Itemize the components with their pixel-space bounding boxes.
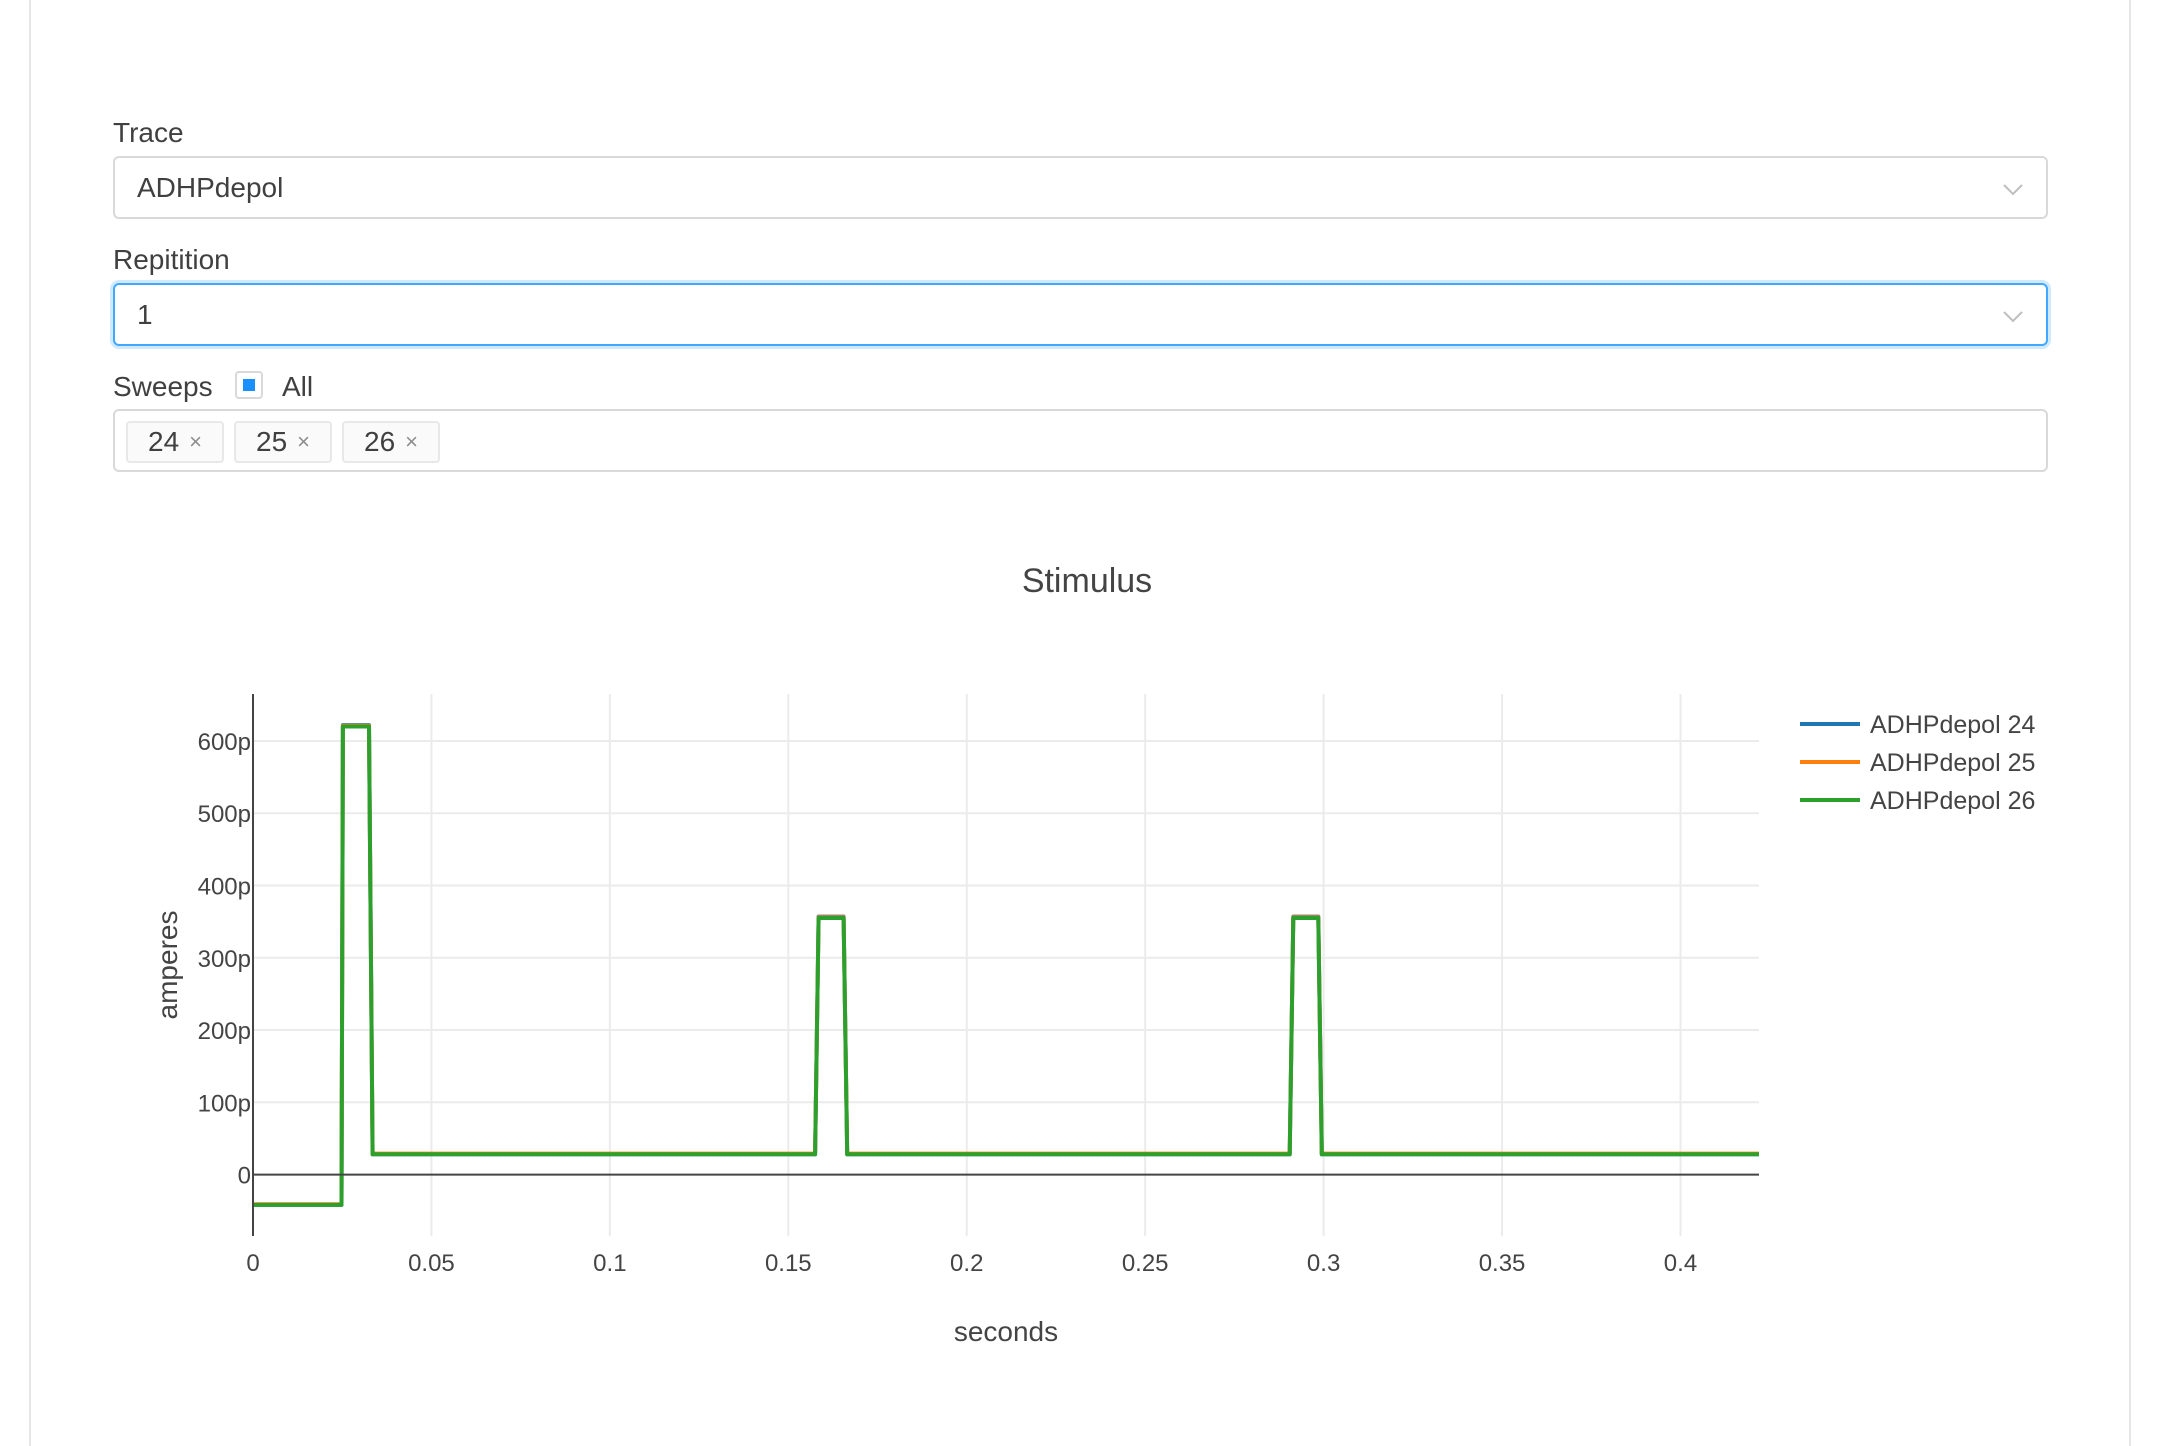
y-tick-label: 400p [198, 874, 251, 901]
y-tick-label: 300p [198, 946, 251, 973]
sweeps-label: Sweeps [113, 371, 213, 402]
y-axis-title: amperes [152, 911, 183, 1020]
checkbox-check-indicator [243, 379, 255, 391]
chart-title: Stimulus [1022, 562, 1152, 600]
close-icon[interactable]: × [405, 429, 419, 454]
sweep-tag: 24 × [126, 421, 224, 463]
x-axis-title: seconds [954, 1316, 1058, 1347]
chevron-down-icon [2003, 311, 2023, 323]
x-tick-label: 0.4 [1664, 1250, 1697, 1277]
y-tick-label: 500p [198, 801, 251, 828]
legend-label[interactable]: ADHPdepol 25 [1870, 749, 2035, 777]
sweep-tag: 25 × [234, 421, 332, 463]
x-tick-label: 0.2 [950, 1250, 983, 1277]
sweep-tag: 26 × [342, 421, 440, 463]
series-line [253, 724, 1759, 1207]
sweep-tag-label: 25 [256, 426, 288, 457]
x-tick-label: 0.15 [765, 1250, 812, 1277]
close-icon[interactable]: × [297, 429, 311, 454]
close-icon[interactable]: × [189, 429, 203, 454]
series-line [253, 723, 1759, 1207]
repetition-select-value: 1 [137, 299, 153, 330]
y-tick-label: 0 [238, 1163, 251, 1190]
sweeps-all-checkbox[interactable] [235, 371, 263, 399]
sweeps-all-label: All [282, 371, 314, 402]
x-tick-label: 0.05 [408, 1250, 455, 1277]
x-tick-label: 0.1 [593, 1250, 626, 1277]
x-tick-label: 0 [246, 1250, 259, 1277]
sweeps-multiselect[interactable]: 24 × 25 × 26 × [113, 409, 2048, 472]
x-tick-label: 0.25 [1122, 1250, 1169, 1277]
sweep-tag-label: 26 [364, 426, 396, 457]
x-tick-label: 0.35 [1479, 1250, 1526, 1277]
content-card [29, 0, 2131, 1446]
repetition-select[interactable]: 1 [113, 283, 2048, 346]
chevron-down-icon [2003, 184, 2023, 196]
x-tick-label: 0.3 [1307, 1250, 1340, 1277]
series-line [253, 723, 1759, 1207]
y-tick-label: 100p [198, 1090, 251, 1117]
legend-label[interactable]: ADHPdepol 26 [1870, 787, 2035, 815]
legend-label[interactable]: ADHPdepol 24 [1870, 711, 2035, 739]
y-tick-label: 200p [198, 1018, 251, 1045]
y-tick-label: 600p [198, 729, 251, 756]
repetition-label: Repitition [113, 244, 230, 275]
trace-select-value: ADHPdepol [137, 172, 284, 203]
trace-label: Trace [113, 117, 184, 148]
sweep-tag-label: 24 [148, 426, 180, 457]
trace-select[interactable]: ADHPdepol [113, 156, 2048, 219]
